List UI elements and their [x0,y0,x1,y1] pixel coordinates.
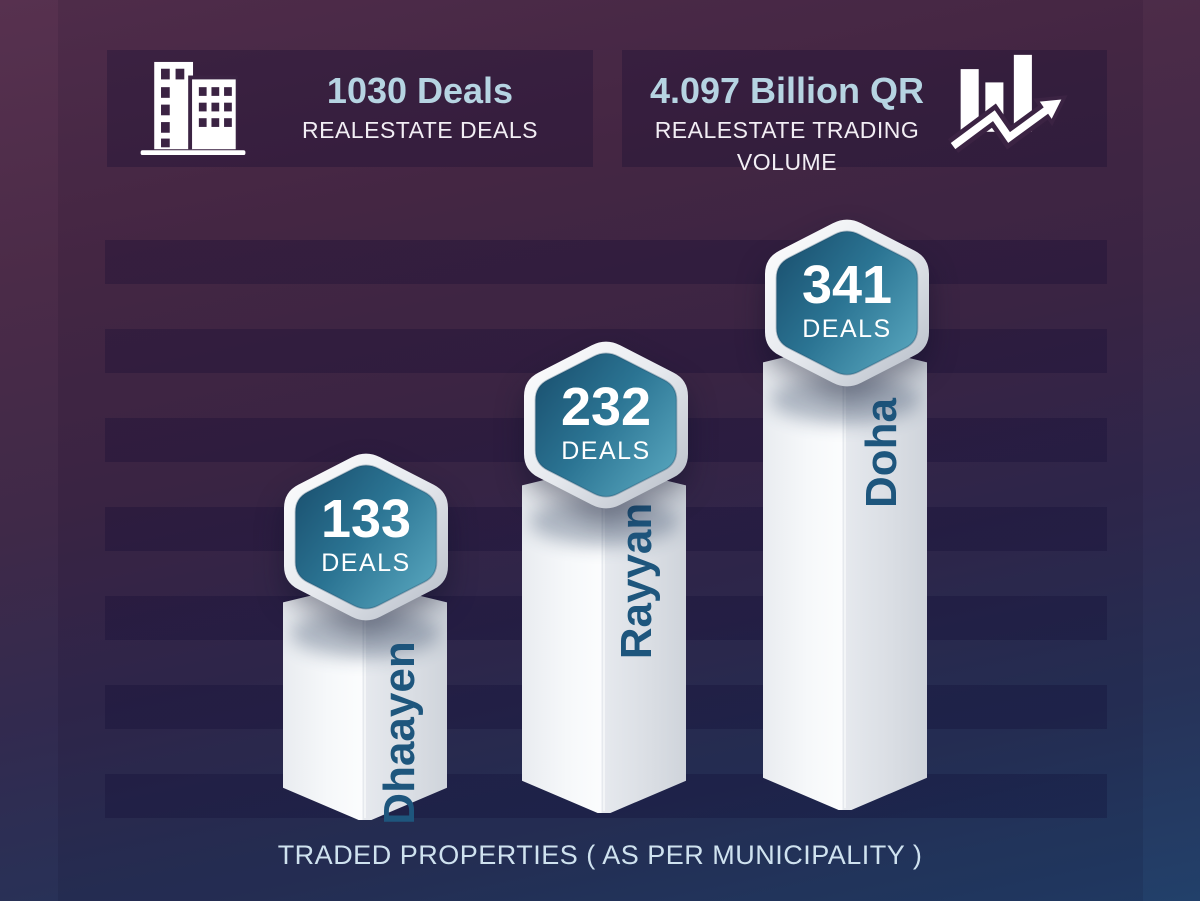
bar-label-dhaayen: Dhaayen [375,641,424,825]
buildings-icon [140,61,246,156]
bar-label-rayyan: Rayyan [612,502,661,660]
stat-card-trading-volume: 4.097 Billion QR REALESTATE TRADING VOLU… [622,50,1107,175]
stat-label-deals: REALESTATE DEALS [302,117,538,143]
chart-title: TRADED PROPERTIES ( AS PER MUNICIPALITY … [277,840,923,870]
hexagon-badge-dhaayen [284,453,448,621]
hexagon-badge-doha [765,219,929,387]
stat-card-realestate-deals: 1030 Deals REALESTATE DEALS [107,50,593,167]
bar-column-dhaayen [283,585,447,820]
bar-column-rayyan [522,468,686,813]
hexagon-badge-rayyan [524,341,688,509]
stat-value-volume: 4.097 Billion QR [649,70,925,111]
bar-label-doha: Doha [857,398,906,508]
stat-label-volume: REALESTATE TRADING VOLUME [654,117,920,175]
stat-value-deals: 1030 Deals [326,70,514,111]
growth-chart-icon [948,54,1068,153]
